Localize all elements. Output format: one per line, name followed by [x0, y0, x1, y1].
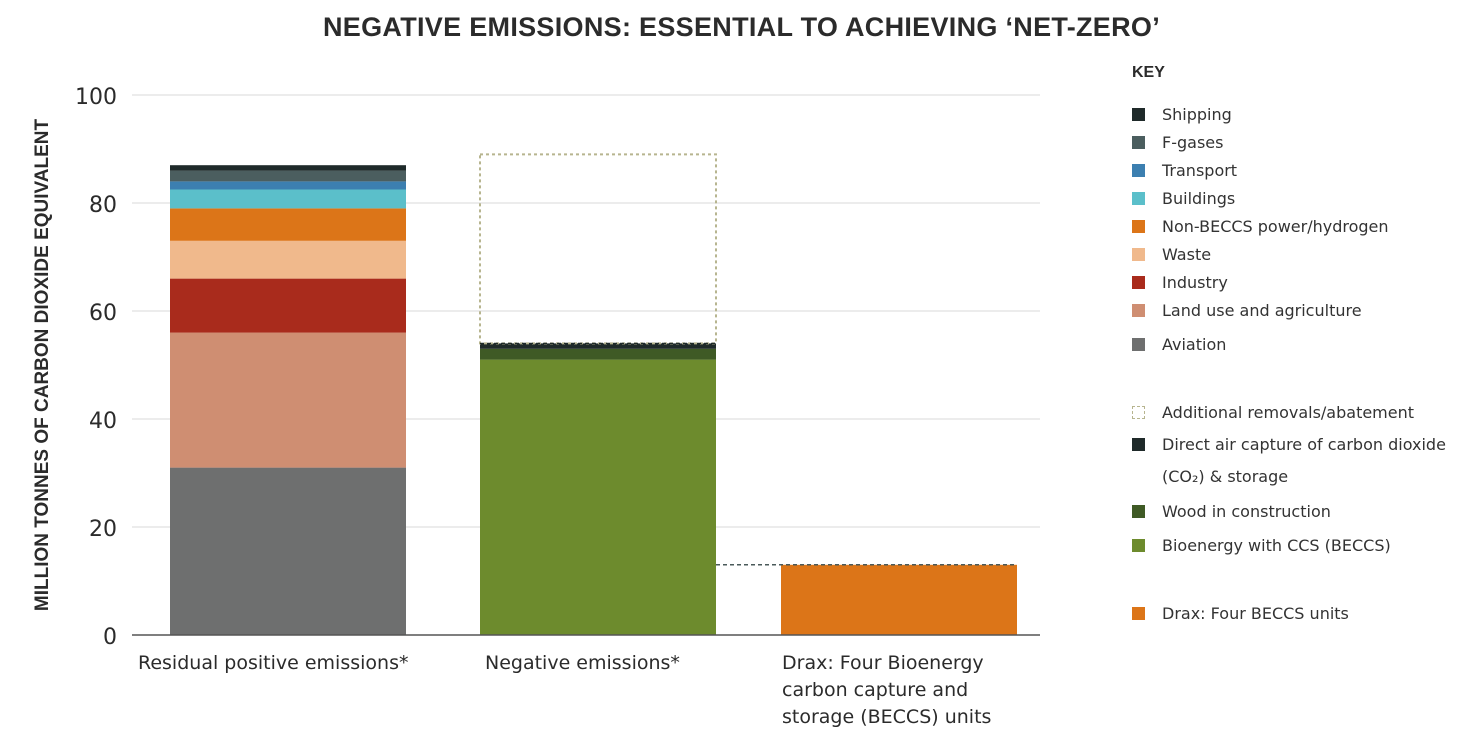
legend-swatch-buildings [1132, 192, 1145, 205]
legend-swatch-shipping [1132, 108, 1145, 121]
y-axis-label: MILLION TONNES OF CARBON DIOXIDE EQUIVAL… [32, 118, 53, 611]
legend-label-wood-in-construction: Wood in construction [1162, 502, 1331, 521]
x-category-label-drax-line3: storage (BECCS) units [782, 706, 992, 728]
legend-label-drax-four-beccs-units: Drax: Four BECCS units [1162, 604, 1349, 623]
chart-title: NEGATIVE EMISSIONS: ESSENTIAL TO ACHIEVI… [323, 12, 1160, 42]
bar-segment-shipping [170, 165, 406, 171]
legend-label-non-beccs-power-hydrogen: Non-BECCS power/hydrogen [1162, 217, 1389, 236]
legend-label-bioenergy-with-ccs-beccs: Bioenergy with CCS (BECCS) [1162, 536, 1391, 555]
bar-segment-waste [170, 240, 406, 279]
legend: KEY Shipping F-gases Transport Buildings Non… [1132, 64, 1477, 623]
legend-label-industry: Industry [1162, 273, 1228, 292]
bar-segment-bioenergy-with-ccs-beccs [480, 359, 716, 635]
bar-segment-aviation [170, 467, 406, 635]
legend-label-transport: Transport [1162, 161, 1238, 180]
legend-swatch-aviation [1132, 338, 1145, 351]
bar-segment-additional-removals-abatement [479, 153, 717, 345]
legend-swatch-non-beccs-power-hydrogen [1132, 220, 1145, 233]
legend-label-land-use-and-agriculture: Land use and agriculture [1162, 301, 1362, 320]
bar-segment-direct-air-capture-of-carbon-dioxide-co-storage [480, 343, 716, 349]
legend-label-aviation: Aviation [1162, 335, 1227, 354]
legend-swatch-waste [1132, 248, 1145, 261]
legend-swatch-drax-four-beccs-units [1132, 607, 1145, 620]
legend-title: KEY [1132, 64, 1165, 81]
legend-label-direct-air-capture-of-carbon-dioxide: Direct air capture of carbon dioxide [1162, 435, 1446, 454]
bar-segment-wood-in-construction [480, 348, 716, 360]
legend-label-additional-removals-abatement: Additional removals/abatement [1162, 403, 1415, 422]
x-category-label-residual: Residual positive emissions* [138, 652, 409, 674]
y-tick-label-40: 40 [89, 409, 117, 434]
bar-segment-land-use-and-agriculture [170, 332, 406, 468]
legend-swatch-wood-in-construction [1132, 505, 1145, 518]
legend-label-waste: Waste [1162, 245, 1212, 264]
x-category-label-drax: Drax: Four Bioenergy carbon capture and … [782, 650, 991, 731]
x-category-label-drax-line1: Drax: Four Bioenergy [782, 652, 984, 674]
bar-segment-f-gases [170, 170, 406, 182]
bar-segment-industry [170, 278, 406, 333]
bar-segment-transport [170, 181, 406, 190]
bar-segment-non-beccs-power-hydrogen [170, 208, 406, 241]
bar-segment-drax-four-beccs-units [781, 564, 1017, 635]
legend-swatch-direct-air-capture-of-carbon-dioxide [1132, 438, 1145, 451]
legend-label-f-gases: F-gases [1162, 133, 1224, 152]
x-category-label-negative: Negative emissions* [485, 652, 680, 674]
y-tick-label-20: 20 [89, 517, 117, 542]
legend-swatch-land-use-and-agriculture [1132, 304, 1145, 317]
legend-swatch-bioenergy-with-ccs-beccs [1132, 539, 1145, 552]
x-category-label-drax-line2: carbon capture and [782, 679, 969, 701]
y-tick-label-60: 60 [89, 301, 117, 326]
legend-swatch-industry [1132, 276, 1145, 289]
legend-sublabel-direct-air-capture-of-carbon-dioxide: (CO₂) & storage [1162, 467, 1289, 486]
y-tick-label-0: 0 [103, 625, 117, 650]
legend-label-buildings: Buildings [1162, 189, 1236, 208]
chart-plot: 0 20 40 60 80 100 MILLION TONNES OF CARBON DIO… [32, 85, 1040, 650]
legend-swatch-f-gases [1132, 136, 1145, 149]
y-tick-label-100: 100 [75, 85, 117, 110]
legend-swatch-transport [1132, 164, 1145, 177]
legend-label-shipping: Shipping [1162, 105, 1232, 124]
bar-segment-buildings [170, 189, 406, 209]
y-tick-label-80: 80 [89, 193, 117, 218]
legend-swatch-additional-removals-abatement [1132, 406, 1145, 419]
